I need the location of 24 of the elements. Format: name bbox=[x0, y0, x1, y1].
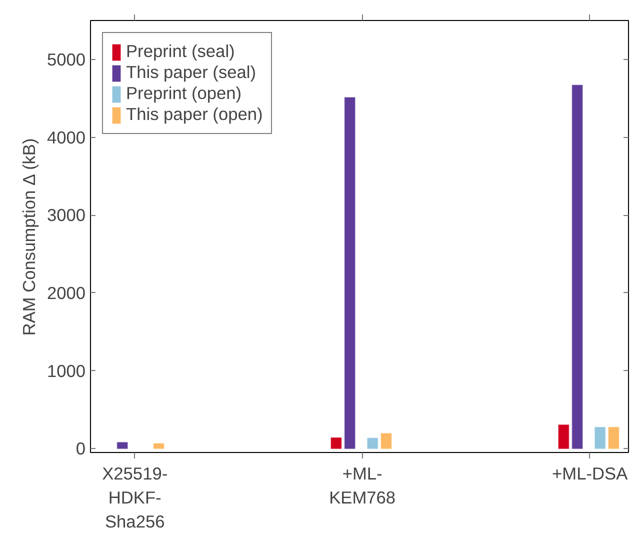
legend-label: Preprint (seal) bbox=[126, 41, 235, 62]
bar bbox=[594, 426, 606, 450]
y-axis-title: RAM Consumption Δ (kB) bbox=[18, 138, 39, 336]
bar bbox=[366, 438, 378, 450]
legend-label: This paper (seal) bbox=[126, 62, 256, 83]
x-tick-label: X25519-HDKF-Sha256 bbox=[102, 464, 168, 532]
bar bbox=[572, 84, 583, 450]
bar bbox=[153, 443, 164, 450]
bar bbox=[380, 432, 392, 450]
y-tick-label: 4000 bbox=[46, 127, 86, 148]
legend-label: Preprint (open) bbox=[126, 83, 242, 104]
y-tick-label: 1000 bbox=[46, 360, 86, 381]
bar bbox=[116, 442, 128, 450]
y-tick-label: 3000 bbox=[46, 205, 86, 226]
bar bbox=[344, 97, 356, 450]
x-tick-label: +ML-KEM768 bbox=[329, 464, 396, 508]
y-tick-label: 0 bbox=[76, 438, 86, 459]
x-tick-label: +ML-DSA bbox=[552, 464, 628, 484]
bar bbox=[558, 424, 570, 450]
y-tick-label: 2000 bbox=[46, 282, 86, 303]
y-tick-label: 5000 bbox=[46, 49, 86, 70]
bar bbox=[330, 437, 342, 450]
bar bbox=[608, 426, 620, 450]
legend-label: This paper (open) bbox=[126, 104, 263, 125]
